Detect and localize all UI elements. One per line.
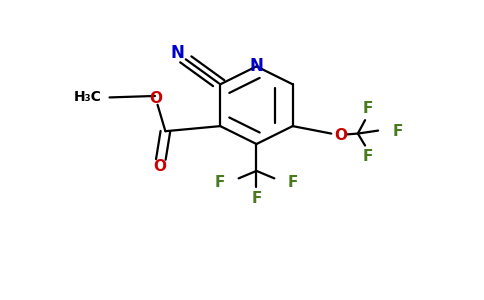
Text: F: F xyxy=(363,149,373,164)
Text: F: F xyxy=(287,175,298,190)
Text: F: F xyxy=(215,175,226,190)
Text: F: F xyxy=(251,191,262,206)
Text: F: F xyxy=(392,124,403,139)
Text: F: F xyxy=(363,101,373,116)
Text: O: O xyxy=(334,128,348,142)
Text: H₃C: H₃C xyxy=(74,90,102,104)
Text: N: N xyxy=(170,44,184,62)
Text: N: N xyxy=(250,57,263,75)
Text: O: O xyxy=(149,91,162,106)
Text: O: O xyxy=(153,159,166,174)
